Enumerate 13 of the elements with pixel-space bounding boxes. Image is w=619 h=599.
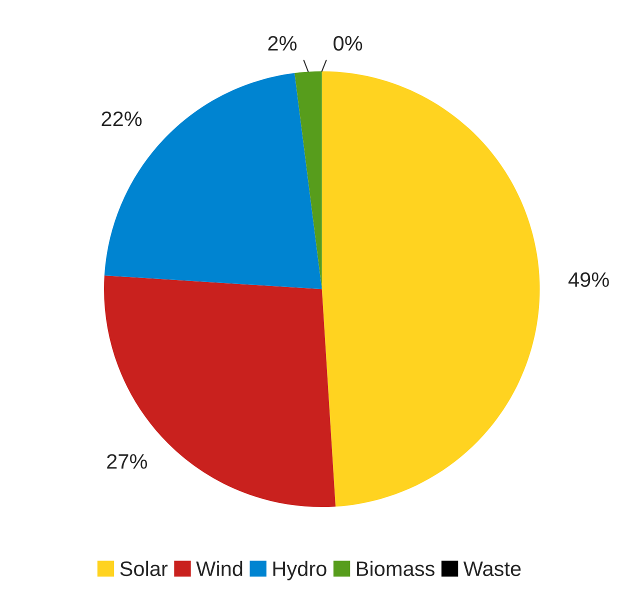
data-label: 2% — [268, 36, 297, 51]
pie-slice — [104, 275, 336, 508]
data-label: 49% — [568, 272, 609, 288]
text: 0% — [334, 36, 362, 51]
pie-slice — [294, 71, 322, 290]
legend-label: Solar — [120, 560, 168, 576]
pie-slice — [322, 71, 540, 507]
legend-label: Biomass — [357, 560, 434, 576]
legend-label: Waste — [463, 562, 521, 576]
legend-label: Wind — [196, 560, 242, 576]
data-label: 27% — [107, 454, 148, 469]
legend-label: Hydro — [273, 560, 326, 580]
data-label: 22% — [102, 111, 142, 126]
